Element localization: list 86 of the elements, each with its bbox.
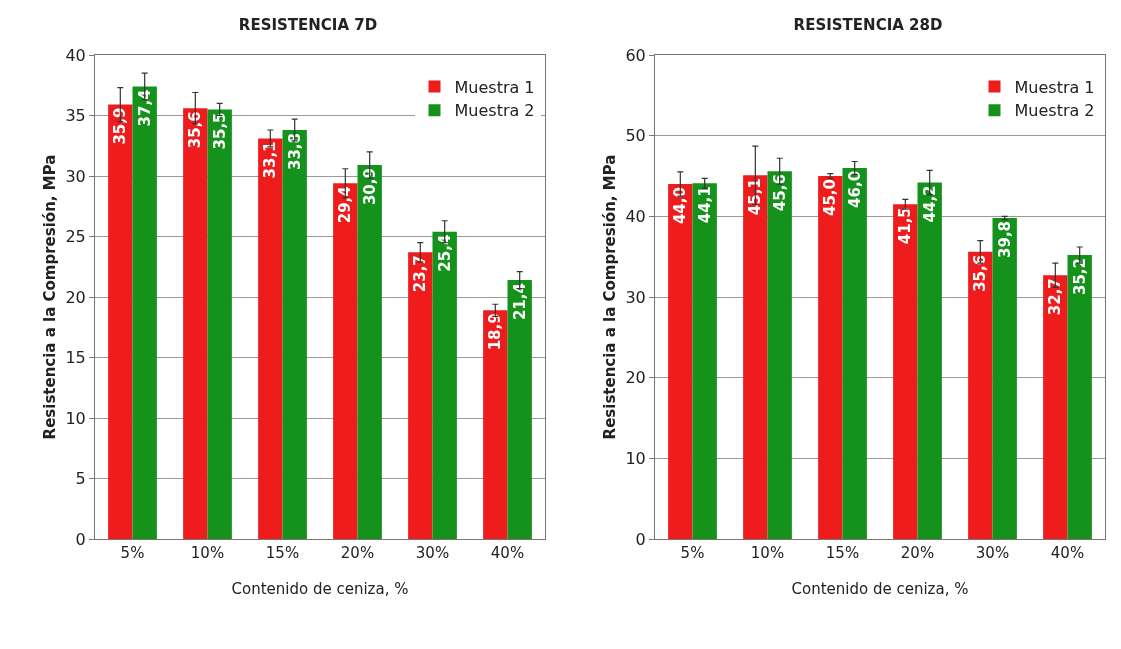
y-tick-label: 60 <box>625 45 646 65</box>
legend-label: Muestra 2 <box>454 101 535 121</box>
data-label: 44,0 <box>671 187 690 225</box>
bar <box>132 86 157 539</box>
data-label: 21,4 <box>510 283 529 321</box>
y-tick-label: 20 <box>65 287 86 307</box>
data-label: 41,5 <box>896 207 915 245</box>
bar <box>408 252 433 539</box>
bar <box>743 175 768 539</box>
y-tick-label: 0 <box>635 529 646 549</box>
data-label: 35,5 <box>210 112 229 150</box>
bar <box>183 108 208 539</box>
data-label: 29,4 <box>336 186 355 224</box>
data-label: 44,1 <box>695 186 714 224</box>
x-tick-label: 15% <box>825 544 860 562</box>
y-tick-label: 50 <box>625 126 646 146</box>
data-label: 39,8 <box>995 220 1014 258</box>
y-tick-label: 20 <box>625 368 646 388</box>
x-tick-label: 5% <box>120 544 145 562</box>
bar <box>692 183 717 539</box>
y-tick-label: 0 <box>75 529 86 549</box>
bar <box>432 231 457 539</box>
legend-label: Muestra 1 <box>1014 77 1095 97</box>
x-axis-title: Contenido de ceniza, % <box>231 580 409 598</box>
chart-title: RESISTENCIA 28D <box>793 15 943 34</box>
y-tick-label: 25 <box>65 227 86 247</box>
x-axis-title: Contenido de ceniza, % <box>791 580 969 598</box>
data-label: 33,8 <box>285 133 304 171</box>
data-label: 35,2 <box>1070 258 1089 296</box>
data-label: 35,6 <box>971 254 990 292</box>
y-axis-title: Resistencia a la Compresión, MPa <box>41 154 59 440</box>
x-tick-label: 5% <box>680 544 705 562</box>
data-label: 23,7 <box>411 255 430 293</box>
y-tick-label: 35 <box>65 106 86 126</box>
x-tick-label: 20% <box>900 544 935 562</box>
x-tick-label: 30% <box>415 544 450 562</box>
bar <box>917 182 942 539</box>
x-tick-label: 40% <box>1050 544 1085 562</box>
x-tick-label: 15% <box>265 544 300 562</box>
data-label: 35,9 <box>111 107 130 145</box>
bar <box>767 171 792 539</box>
bar <box>357 165 382 539</box>
bar <box>1067 255 1092 539</box>
bar <box>108 104 133 539</box>
data-label: 35,6 <box>186 111 205 149</box>
data-label: 33,1 <box>261 141 280 179</box>
y-tick-label: 40 <box>65 45 86 65</box>
bar <box>818 176 843 539</box>
y-tick-label: 10 <box>625 448 646 468</box>
x-tick-label: 10% <box>190 544 225 562</box>
x-tick-label: 20% <box>340 544 375 562</box>
x-tick-label: 10% <box>750 544 785 562</box>
data-label: 30,9 <box>360 168 379 206</box>
data-label: 32,7 <box>1046 278 1065 316</box>
y-tick-label: 5 <box>75 469 86 489</box>
bar <box>893 204 918 539</box>
bar <box>968 251 993 539</box>
legend-label: Muestra 2 <box>1014 101 1095 121</box>
legend-label: Muestra 1 <box>454 77 535 97</box>
data-label: 25,4 <box>435 234 454 272</box>
data-label: 37,4 <box>135 89 154 127</box>
bar <box>507 280 532 539</box>
bar <box>1043 275 1068 539</box>
y-tick-label: 10 <box>65 408 86 428</box>
bar <box>842 167 867 539</box>
bar <box>668 184 693 539</box>
data-label: 45,1 <box>746 178 765 216</box>
bar <box>207 109 232 539</box>
chart-title: RESISTENCIA 7D <box>238 15 378 34</box>
y-tick-label: 30 <box>625 287 646 307</box>
bar <box>333 183 358 539</box>
data-label: 44,2 <box>920 185 939 223</box>
y-tick-label: 40 <box>625 206 646 226</box>
data-label: 18,9 <box>486 313 505 351</box>
data-label: 45,0 <box>821 179 840 217</box>
data-label: 45,6 <box>770 174 789 212</box>
y-tick-label: 15 <box>65 348 86 368</box>
x-tick-label: 40% <box>490 544 525 562</box>
data-label: 46,0 <box>845 170 864 208</box>
bar <box>992 217 1017 539</box>
bar <box>282 130 307 539</box>
bar <box>258 138 283 539</box>
y-tick-label: 30 <box>65 166 86 186</box>
x-tick-label: 30% <box>975 544 1010 562</box>
y-axis-title: Resistencia a la Compresión, MPa <box>601 154 619 440</box>
bar <box>483 310 508 539</box>
